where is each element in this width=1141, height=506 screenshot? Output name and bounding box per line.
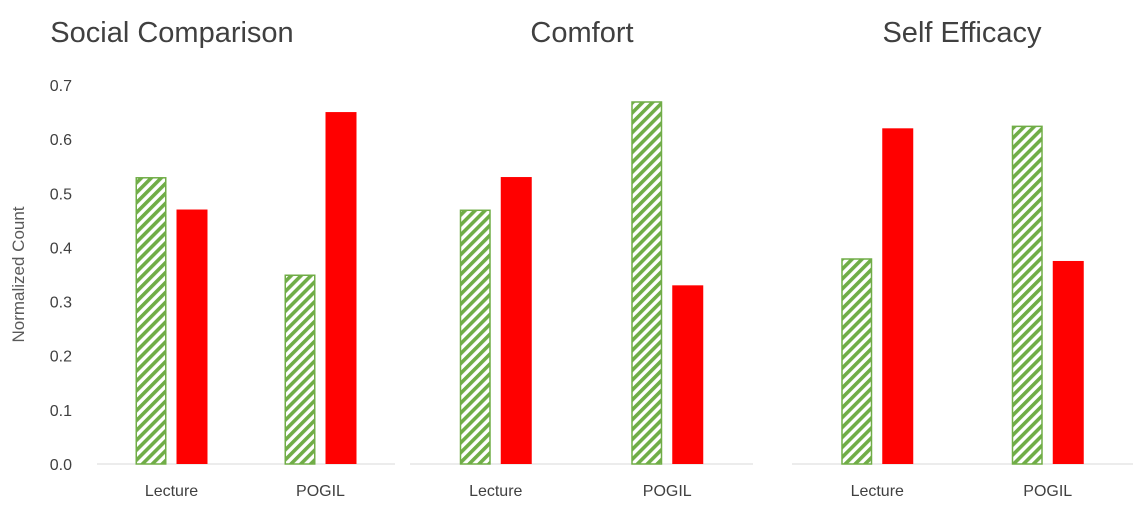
x-category-label: Lecture bbox=[851, 483, 904, 500]
x-category-label: Lecture bbox=[469, 483, 522, 500]
x-category-label: POGIL bbox=[296, 483, 345, 500]
y-axis-title: Normalized Count bbox=[9, 206, 28, 342]
y-tick-label: 0.4 bbox=[50, 240, 72, 257]
chart-title: Self Efficacy bbox=[882, 17, 1042, 49]
chart-panel-1: Social Comparison Lecture POGIL bbox=[50, 17, 395, 500]
y-tick-label: 0.5 bbox=[50, 186, 72, 203]
y-tick-label: 0.3 bbox=[50, 295, 72, 312]
x-category-label: Lecture bbox=[145, 483, 198, 500]
x-category-label: POGIL bbox=[1023, 483, 1072, 500]
y-tick-label: 0.7 bbox=[50, 78, 72, 95]
y-tick-label: 0.2 bbox=[50, 349, 72, 366]
bar-series2-lecture bbox=[882, 128, 914, 465]
chart-panel-3: Self Efficacy Lecture POGIL bbox=[792, 17, 1133, 500]
bar-series1-lecture bbox=[459, 209, 491, 465]
bar-series2-lecture bbox=[500, 177, 532, 465]
bar-series2-pogil bbox=[672, 285, 704, 464]
chart-title: Comfort bbox=[530, 17, 633, 49]
bar-series1-pogil bbox=[631, 101, 663, 465]
chart-panel-2: Comfort Lecture POGIL bbox=[410, 17, 753, 500]
bar-series1-lecture bbox=[841, 258, 873, 465]
y-tick-label: 0.6 bbox=[50, 132, 72, 149]
y-tick-label: 0.1 bbox=[50, 403, 72, 420]
bar-series2-pogil bbox=[1052, 260, 1084, 464]
y-tick-label: 0.0 bbox=[50, 457, 72, 474]
bar-series1-pogil bbox=[284, 274, 316, 465]
bar-series1-pogil bbox=[1011, 125, 1043, 465]
x-category-label: POGIL bbox=[643, 483, 692, 500]
bar-series1-lecture bbox=[135, 177, 167, 465]
bar-series2-pogil bbox=[325, 112, 357, 465]
bar-series2-lecture bbox=[176, 209, 208, 464]
chart-title: Social Comparison bbox=[50, 17, 293, 49]
